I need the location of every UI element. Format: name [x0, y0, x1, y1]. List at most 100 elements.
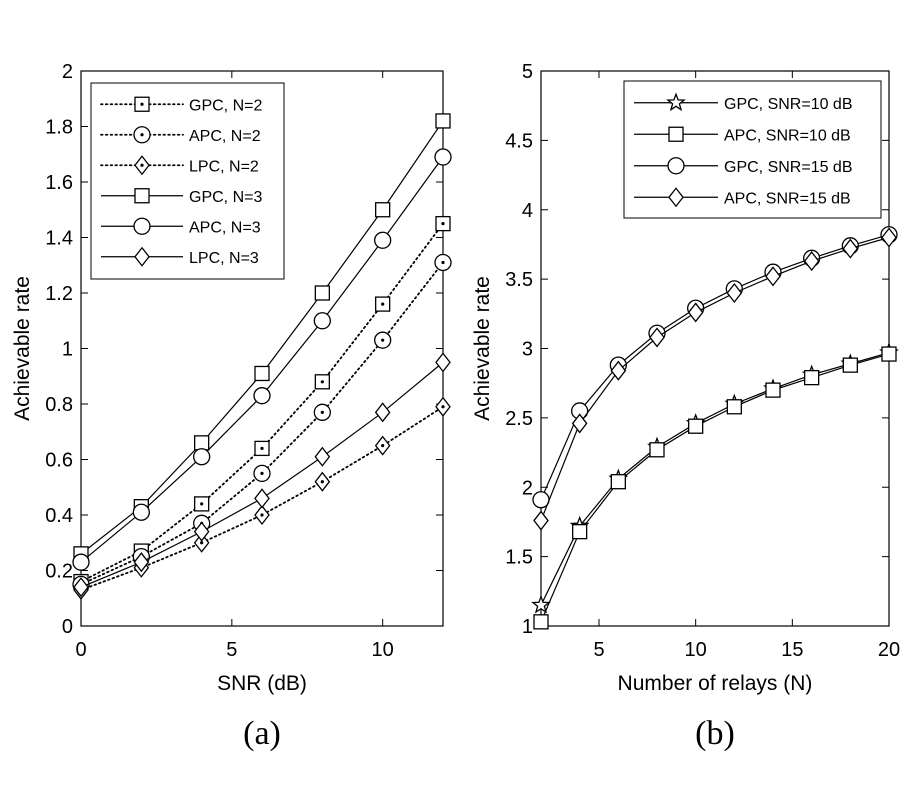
data-point-s6-3-shape: [193, 521, 210, 542]
data-point-s4-2: [571, 413, 588, 434]
data-point-s4-1-shape: [533, 510, 549, 531]
data-point-s2-5: [688, 418, 704, 434]
y-tick-label: 0: [62, 616, 73, 638]
chart-panel-a: 0 5 10 0 0.2 0.4 0.6 0.8 1 1.2 1.4 1.6 1.8 2 SNR (dB) A…: [11, 61, 452, 752]
y-tick-label: 1.5: [505, 547, 533, 569]
x-axis-label: Number of relays (N): [618, 672, 813, 695]
data-point-s5-6: [374, 231, 392, 249]
data-point-s5-6-shape: [374, 231, 392, 249]
data-point-s1-7-dot: [441, 222, 445, 226]
panel-caption: (a): [243, 715, 281, 752]
data-point-s5-7-shape: [434, 148, 452, 166]
data-point-s5-2: [132, 503, 150, 521]
data-point-s4-6-shape: [375, 202, 391, 218]
legend-label-2: APC, N=2: [189, 128, 261, 145]
series-line-3: [540, 234, 890, 500]
legend-marker-6: [134, 246, 150, 267]
data-point-s5-1-shape: [72, 553, 90, 571]
data-point-s5-2-shape: [132, 503, 150, 521]
data-point-s1-6: [375, 296, 391, 312]
data-point-s4-8: [803, 251, 820, 272]
data-point-s2-5-shape: [688, 418, 704, 434]
y-tick-label: 1.8: [45, 117, 73, 139]
legend-marker-3-shape: [667, 157, 685, 175]
x-tick-label: 15: [781, 639, 803, 661]
data-point-s2-7-dot: [441, 260, 445, 265]
y-tick-label: 0.4: [45, 505, 73, 527]
y-tick-label: 2.5: [505, 408, 533, 430]
data-point-s4-3: [194, 435, 210, 451]
data-point-s2-8: [804, 369, 820, 386]
data-point-s2-1-shape: [533, 614, 549, 630]
legend-label-2: APC, SNR=10 dB: [724, 127, 851, 144]
data-point-s4-3: [610, 360, 627, 381]
legend-marker-2-shape: [668, 126, 684, 142]
data-point-s6-1: [73, 577, 89, 598]
data-point-s6-4: [254, 488, 270, 509]
data-point-s4-7: [435, 113, 451, 129]
data-point-s1-4: [254, 440, 270, 457]
data-point-s4-4-shape: [649, 327, 665, 348]
legend-marker-4: [668, 187, 684, 208]
legend-marker-1: [666, 92, 686, 112]
data-point-s3-4: [254, 504, 270, 526]
data-point-s4-10-shape: [881, 227, 897, 248]
legend-label-5: APC, N=3: [189, 219, 261, 236]
legend-box: [623, 80, 882, 219]
data-point-s4-4-shape: [254, 365, 270, 382]
data-point-s4-9-shape: [842, 238, 859, 259]
legend-label-4: GPC, N=3: [189, 189, 262, 206]
data-point-s6-7: [435, 352, 451, 373]
data-point-s5-7: [434, 148, 452, 166]
data-point-s4-5: [687, 302, 704, 323]
x-tick-label: 20: [878, 639, 900, 661]
data-point-s2-7: [434, 253, 452, 272]
data-point-s2-8-shape: [804, 369, 820, 386]
legend-marker-3: [134, 155, 150, 176]
data-point-s2-4: [253, 464, 271, 483]
legend-box: [90, 82, 285, 280]
data-point-s5-4: [253, 387, 271, 405]
data-point-s6-1-shape: [73, 577, 89, 598]
data-point-s4-2-shape: [571, 413, 588, 434]
chart-panel-b: 5 10 15 20 1 1.5 2 2.5 3 3.5 4 4.5 5 Number of relays…: [471, 61, 900, 752]
data-point-s2-6: [726, 399, 742, 415]
data-point-s4-3-shape: [610, 360, 627, 381]
data-point-s4-6: [375, 202, 391, 218]
x-tick-label: 10: [372, 639, 394, 661]
legend-marker-1: [134, 96, 150, 112]
legend-marker-6-shape: [134, 246, 150, 267]
data-point-s1-7: [435, 215, 451, 232]
data-point-s2-9: [842, 357, 858, 373]
y-tick-label: 1.6: [45, 172, 73, 194]
legend-label-1: GPC, N=2: [189, 97, 262, 114]
data-point-s2-9-shape: [842, 357, 858, 373]
data-point-s5-5-shape: [313, 312, 331, 330]
data-point-s4-4: [649, 327, 665, 348]
legend-marker-1-dot: [140, 102, 144, 106]
data-point-s6-6: [374, 402, 391, 423]
legend-marker-4-shape: [668, 187, 684, 208]
series-line-4: [540, 236, 890, 521]
data-point-s2-10-shape: [881, 346, 897, 362]
data-point-s2-3: [610, 474, 626, 490]
data-point-s1-3-dot: [200, 502, 204, 506]
y-tick-label: 1.2: [45, 283, 73, 305]
y-tick-label: 1.4: [45, 228, 73, 250]
x-tick-label: 5: [593, 639, 604, 661]
data-point-s6-3: [193, 521, 210, 542]
data-point-s3-3-dot: [200, 541, 204, 545]
data-point-s3-4-dot: [260, 513, 264, 517]
data-point-s1-4-dot: [260, 446, 264, 450]
data-point-s2-4-shape: [649, 442, 665, 458]
data-point-s4-5-shape: [687, 302, 704, 323]
legend-label-6: LPC, N=3: [189, 250, 259, 267]
data-point-s6-6-shape: [374, 402, 391, 423]
data-point-s4-7-shape: [765, 266, 781, 287]
data-point-s4-7-shape: [435, 113, 451, 129]
legend: GPC, SNR=10 dB APC, SNR=10 dB GPC, SNR=15 …: [623, 80, 882, 219]
data-point-s6-4-shape: [254, 488, 270, 509]
series-line-2: [540, 353, 890, 623]
data-point-s2-3-shape: [610, 474, 626, 490]
